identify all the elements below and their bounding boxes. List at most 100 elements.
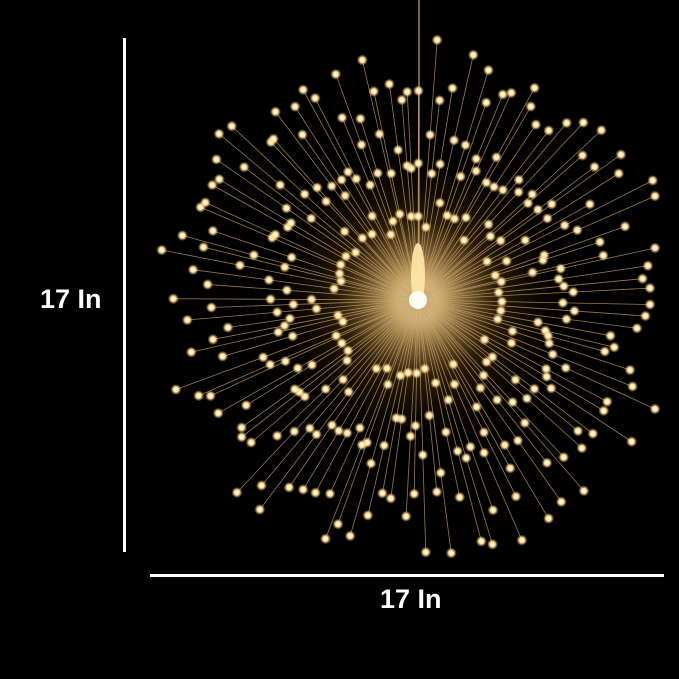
led-bulb <box>417 449 429 461</box>
light-strand <box>417 299 585 492</box>
light-strand <box>329 299 419 494</box>
led-bulb <box>226 120 238 132</box>
led-bulb <box>501 255 513 267</box>
led-bulb <box>434 197 446 209</box>
light-strand <box>417 92 512 301</box>
light-strand <box>270 141 419 301</box>
light-strand <box>417 94 504 301</box>
led-bulb <box>464 441 476 453</box>
led-bulb <box>287 330 299 342</box>
led-bulb <box>577 117 589 129</box>
light-strand <box>417 195 656 301</box>
light-strand <box>259 299 419 510</box>
led-bulb <box>505 87 517 99</box>
light-strand <box>417 299 564 458</box>
light-strand <box>250 299 419 443</box>
led-bulb <box>296 129 308 141</box>
led-bulb <box>289 101 301 113</box>
light-strand <box>175 299 419 390</box>
light-strand <box>241 299 419 428</box>
led-bulb <box>306 293 318 305</box>
light-strand <box>218 133 419 301</box>
led-bulb <box>448 378 460 390</box>
light-strand <box>417 299 548 464</box>
led-bulb <box>545 382 557 394</box>
led-bulb <box>435 467 447 479</box>
led-bulb <box>459 139 471 151</box>
led-bulb <box>578 485 590 497</box>
light-strand <box>187 299 419 321</box>
led-bulb <box>420 546 432 558</box>
light-strand <box>341 117 419 301</box>
light-strand <box>314 97 419 301</box>
led-bulb <box>440 426 452 438</box>
led-bulb <box>644 299 656 311</box>
led-bulb <box>483 218 495 230</box>
led-bulb <box>608 341 620 353</box>
led-bulb <box>478 447 490 459</box>
light-strand <box>417 299 427 553</box>
led-bulb <box>368 85 380 97</box>
led-bulb <box>408 488 420 500</box>
led-bulb <box>594 236 606 248</box>
light-strand <box>417 54 474 301</box>
led-bulb <box>341 427 353 439</box>
led-bulb <box>587 428 599 440</box>
led-bulb <box>493 286 505 298</box>
led-bulb <box>448 134 460 146</box>
light-strand <box>417 173 619 301</box>
light-strand <box>173 298 419 301</box>
led-bulb <box>532 204 544 216</box>
led-bulb <box>297 84 309 96</box>
led-bulb <box>452 445 464 457</box>
led-bulb <box>474 382 486 394</box>
light-strand <box>417 299 517 497</box>
led-bulb <box>381 362 393 374</box>
led-bulb <box>613 168 625 180</box>
led-bulb <box>445 547 457 559</box>
led-bulb <box>280 202 292 214</box>
led-bulb <box>541 212 553 224</box>
led-bulb <box>268 133 280 145</box>
light-strand <box>302 89 419 301</box>
led-bulb <box>649 190 661 202</box>
light-strand <box>373 91 419 301</box>
light-strand <box>212 230 419 301</box>
led-bulb <box>510 490 522 502</box>
led-bulb <box>286 251 298 263</box>
light-strand <box>413 299 419 494</box>
led-bulb <box>234 259 246 271</box>
led-bulb <box>392 144 404 156</box>
led-bulb <box>543 337 555 349</box>
led-bulb <box>470 165 482 177</box>
light-strand <box>417 278 643 301</box>
led-bulb <box>354 113 366 125</box>
led-bulb <box>271 430 283 442</box>
led-bulb <box>584 198 596 210</box>
led-bulb <box>336 112 348 124</box>
led-bulb <box>516 534 528 546</box>
light-strand <box>417 106 532 301</box>
light-strand <box>216 159 419 301</box>
light-strand <box>417 299 615 348</box>
led-bulb <box>412 157 424 169</box>
light-strand <box>275 111 419 301</box>
led-bulb <box>254 504 266 516</box>
led-bulb <box>339 190 351 202</box>
led-bulb <box>558 280 570 292</box>
light-strand <box>417 299 494 511</box>
led-bulb <box>555 496 567 508</box>
led-bulb <box>213 128 225 140</box>
light-strand <box>417 299 656 410</box>
led-bulb <box>248 249 260 261</box>
light-strand <box>417 299 549 519</box>
light-strand <box>203 246 419 301</box>
led-bulb <box>231 486 243 498</box>
led-bulb <box>423 410 435 422</box>
light-strand <box>417 299 511 469</box>
light-strand <box>417 299 638 329</box>
led-bulb <box>400 510 412 522</box>
light-strand <box>390 299 419 499</box>
led-bulb <box>447 82 459 94</box>
led-bulb <box>387 215 399 227</box>
